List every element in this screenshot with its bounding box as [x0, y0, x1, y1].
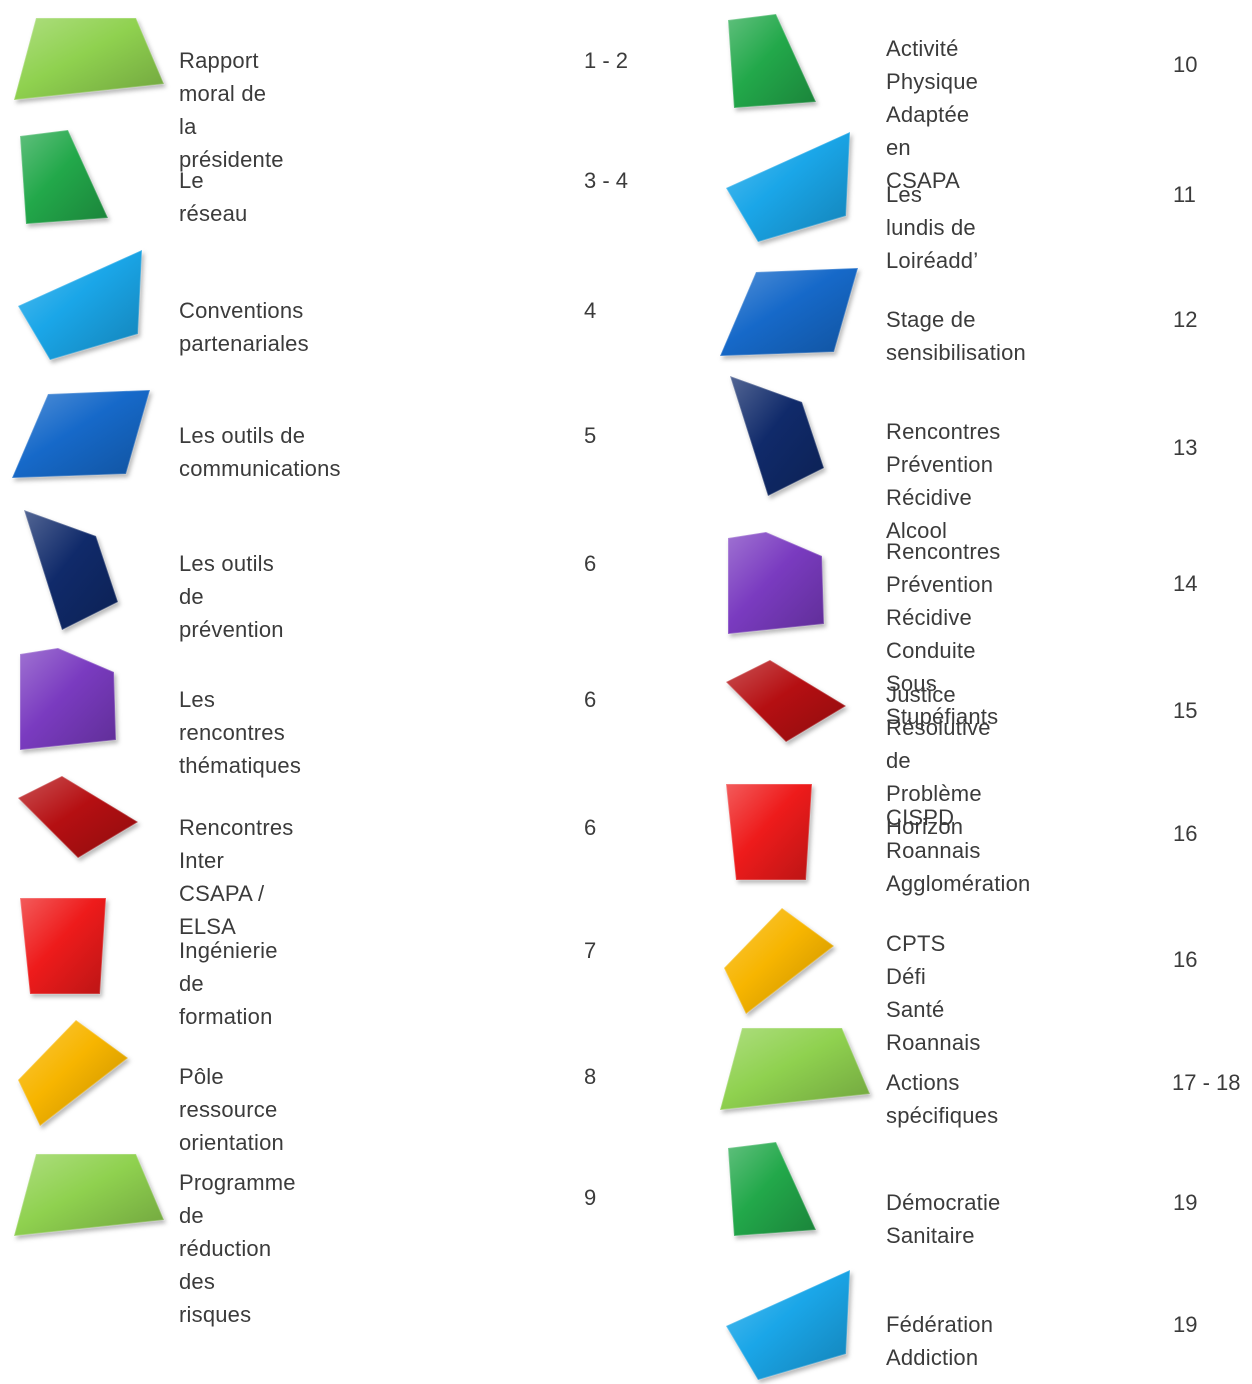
kite-icon: [728, 374, 825, 498]
diamond-icon: [17, 1019, 130, 1128]
toc-entry-title: Stage de sensibilisation: [886, 307, 1026, 365]
toc-entry-page: 14: [1173, 571, 1198, 596]
toc-entry-title: Rapport moral de la présidente: [179, 48, 284, 172]
toc-entry-page: 16: [1173, 821, 1198, 846]
toc-entry-title: Actions spécifiques: [886, 1070, 999, 1128]
toc-entry-page: 8: [584, 1064, 597, 1089]
toc-entry-title: Activité Physique Adaptée en CSAPA: [886, 36, 979, 193]
toc-entry-title: Programme de réduction des risques: [179, 1170, 296, 1327]
toc-entry-title: CISPD Roannais Agglomération: [886, 805, 1031, 896]
toc-entry-page: 7: [584, 938, 597, 963]
toc-entry-title: Pôle ressource orientation: [179, 1064, 284, 1155]
wedge-icon: [16, 775, 140, 859]
toc-entry-page: 4: [584, 298, 597, 323]
toc-entry-title: Rencontres Prévention Récidive Conduite …: [886, 539, 1001, 729]
toc-entry-title: Les outils de prévention: [179, 551, 284, 642]
toc-entry-title: Les lundis de Loiréadd’: [886, 182, 979, 273]
parallelogram-tilt-icon: [724, 130, 851, 243]
toc-entry-page: 5: [584, 423, 597, 448]
toc-entry-page: 17 - 18: [1172, 1070, 1241, 1095]
quad-a-icon: [727, 13, 818, 109]
kite-icon: [22, 508, 119, 632]
toc-entry-title: Conventions partenariales: [179, 298, 309, 356]
toc-entry-title: Justice Résolutive de Problème Horizon: [886, 682, 991, 839]
parallelogram-icon: [718, 267, 860, 357]
quad-a-icon: [727, 1141, 818, 1237]
toc-entry-title: Les outils de communications: [179, 423, 341, 481]
toc-entry-page: 19: [1173, 1312, 1198, 1337]
toc-entry-title: Le réseau: [179, 168, 248, 226]
toc-entry-page: 15: [1173, 698, 1198, 723]
quad-a-icon: [19, 129, 110, 225]
toc-entry-title: Rencontres Prévention Récidive Alcool: [886, 419, 1001, 543]
diamond-icon: [723, 907, 836, 1016]
toc-entry-title: Fédération Addiction: [886, 1312, 994, 1370]
quad-b-icon: [727, 531, 825, 635]
inverted-trapezoid-icon: [725, 783, 813, 881]
toc-entry-page: 3 - 4: [584, 168, 629, 193]
parallelogram-icon: [10, 389, 152, 479]
toc-entry-page: 19: [1173, 1190, 1198, 1215]
toc-entry-page: 9: [584, 1185, 597, 1210]
trapezoid-icon: [718, 1027, 872, 1111]
toc-entry-page: 11: [1173, 182, 1196, 207]
toc-entry-page: 6: [584, 551, 597, 576]
toc-entry-page: 12: [1173, 307, 1198, 332]
toc-entry-page: 13: [1173, 435, 1198, 460]
toc-entry-page: 10: [1173, 52, 1198, 77]
toc-entry-page: 16: [1173, 947, 1198, 972]
toc-entry-title: CPTS Défi Santé Roannais: [886, 931, 981, 1055]
trapezoid-icon: [12, 17, 166, 101]
toc-entry-title: Rencontres Inter CSAPA / ELSA: [179, 815, 294, 939]
toc-entry-page: 1 - 2: [584, 48, 629, 73]
inverted-trapezoid-icon: [19, 897, 107, 995]
toc-entry-title: Démocratie Sanitaire: [886, 1190, 1001, 1248]
quad-b-icon: [19, 647, 117, 751]
trapezoid-icon: [12, 1153, 166, 1237]
toc-entry-title: Les rencontres thématiques: [179, 687, 302, 778]
parallelogram-tilt-icon: [724, 1268, 851, 1381]
parallelogram-tilt-icon: [16, 248, 143, 361]
toc-entry-page: 6: [584, 687, 597, 712]
toc-entry-page: 6: [584, 815, 597, 840]
toc-entry-title: Ingénierie de formation: [179, 938, 278, 1029]
wedge-icon: [724, 659, 848, 743]
